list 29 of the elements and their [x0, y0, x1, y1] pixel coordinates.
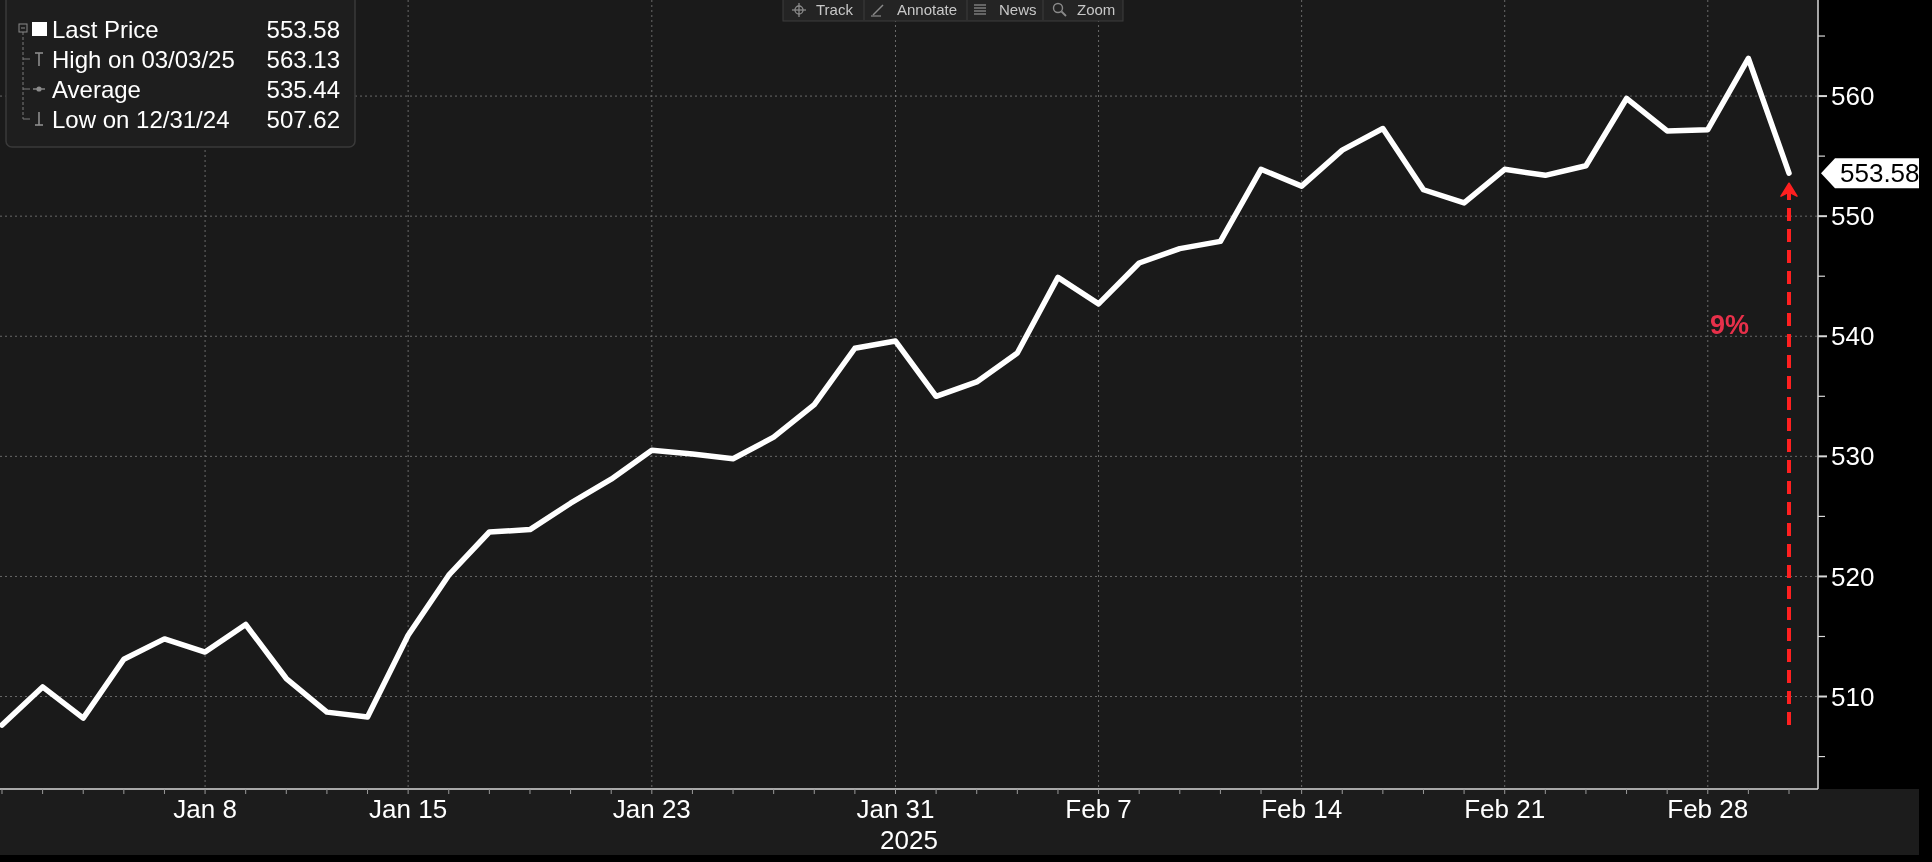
y-tick-label: 560	[1831, 81, 1875, 112]
text: 553.58	[1840, 158, 1920, 189]
annotation: 553.58	[266, 16, 340, 43]
annotation: Low on 12/31/24	[52, 106, 230, 133]
legend-label: Last Price	[52, 16, 159, 43]
y-tick-label: 540	[1831, 321, 1875, 352]
annotation: Annotate	[897, 1, 958, 18]
annotation: 9%	[1709, 309, 1749, 340]
y-tick-label: 530	[1831, 441, 1875, 472]
annotation: High on 03/03/25	[52, 46, 235, 73]
annotation: 563.13	[266, 46, 340, 73]
annotation: 535.44	[266, 76, 340, 103]
x-tick-label: Feb 28	[1667, 794, 1749, 824]
x-tick-label: Jan 31	[856, 794, 935, 824]
annotation: Zoom	[1077, 1, 1116, 18]
x-tick-label: Feb 14	[1261, 794, 1343, 824]
y-tick-label: 550	[1831, 201, 1875, 232]
x-tick-label: Jan 8	[173, 794, 237, 824]
annotation: News	[999, 1, 1037, 18]
x-tick-label: Jan 23	[612, 794, 691, 824]
annotation: Track	[816, 1, 854, 18]
x-tick-label: Feb 21	[1464, 794, 1546, 824]
y-tick-label: 520	[1831, 561, 1875, 592]
annotation: 507.62	[266, 106, 340, 133]
x-axis-title: 2025	[880, 825, 938, 855]
annotation: Average	[52, 76, 141, 103]
x-tick-label: Jan 15	[369, 794, 448, 824]
y-tick-label: 510	[1831, 681, 1875, 712]
x-tick-label: Feb 7	[1065, 794, 1132, 824]
